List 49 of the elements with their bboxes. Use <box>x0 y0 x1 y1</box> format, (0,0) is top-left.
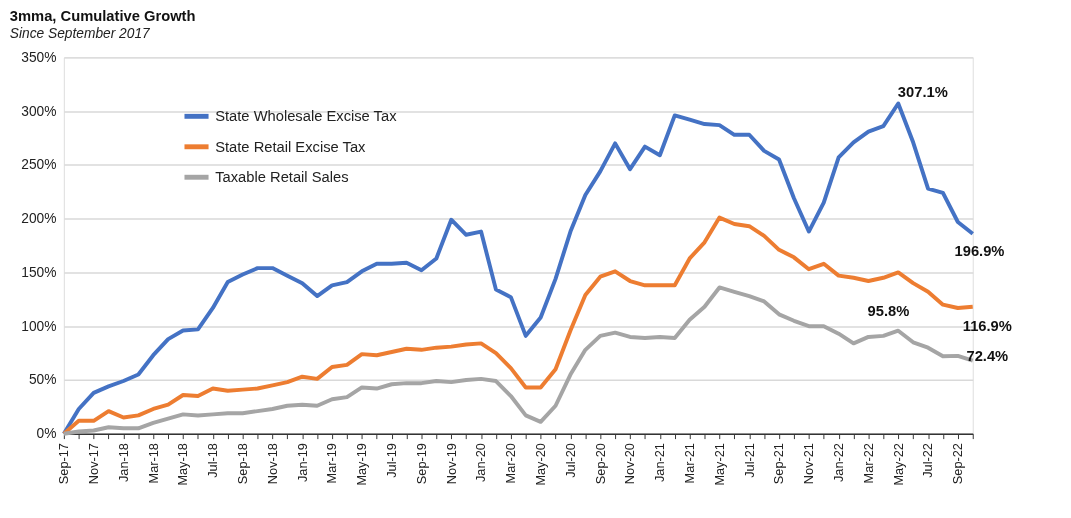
x-tick-label: Sep-18 <box>235 443 251 485</box>
y-tick-label: 100% <box>21 318 57 334</box>
x-tick-label: Sep-17 <box>56 443 72 485</box>
x-tick-label: Jul-22 <box>920 443 936 478</box>
x-tick-label: Mar-22 <box>860 443 876 484</box>
x-tick-label: Jul-19 <box>384 443 400 478</box>
legend-label: State Retail Excise Tax <box>215 138 367 155</box>
x-tick-label: May-18 <box>175 443 191 486</box>
x-tick-label: Nov-19 <box>443 443 459 485</box>
x-tick-label: Mar-18 <box>145 443 161 484</box>
chart-title: 3mma, Cumulative Growth <box>9 8 196 25</box>
x-tick-label: Jul-21 <box>741 443 757 478</box>
y-tick-label: 350% <box>21 49 57 65</box>
x-tick-label: May-19 <box>354 443 370 486</box>
y-tick-label: 250% <box>21 157 57 173</box>
x-tick-label: Nov-18 <box>264 443 280 485</box>
annotation: 196.9% <box>954 243 1005 260</box>
x-tick-label: Sep-20 <box>592 443 608 485</box>
x-tick-label: Sep-22 <box>950 443 966 485</box>
x-tick-label: May-21 <box>711 443 727 486</box>
x-tick-label: Jan-22 <box>831 443 847 483</box>
x-tick-label: Sep-19 <box>413 443 429 485</box>
chart-subtitle: Since September 2017 <box>9 25 152 41</box>
x-tick-label: Mar-19 <box>324 443 340 484</box>
x-tick-label: Mar-20 <box>503 443 519 484</box>
x-tick-label: Jul-18 <box>205 443 221 478</box>
x-tick-label: Jan-20 <box>473 443 489 483</box>
x-tick-label: Nov-21 <box>801 443 817 485</box>
x-tick-label: Jul-20 <box>562 443 578 478</box>
annotation: 307.1% <box>897 83 948 100</box>
x-tick-label: Nov-17 <box>86 443 102 485</box>
annotation: 95.8% <box>867 302 910 319</box>
y-tick-label: 200% <box>21 211 57 227</box>
annotation: 116.9% <box>962 317 1012 334</box>
annotation: 72.4% <box>966 347 1009 364</box>
y-tick-label: 300% <box>21 103 57 119</box>
legend-label: Taxable Retail Sales <box>215 169 349 186</box>
x-tick-label: May-22 <box>890 443 906 486</box>
y-tick-label: 50% <box>28 372 57 388</box>
x-tick-label: May-20 <box>533 443 549 486</box>
y-tick-label: 150% <box>21 264 57 280</box>
x-tick-label: Nov-20 <box>622 443 638 485</box>
legend-label: State Wholesale Excise Tax <box>215 108 398 125</box>
x-tick-label: Jan-21 <box>652 443 668 483</box>
x-tick-label: Sep-21 <box>771 443 787 485</box>
x-tick-label: Mar-21 <box>682 443 698 484</box>
x-tick-label: Jan-19 <box>294 443 310 483</box>
y-tick-label: 0% <box>36 426 57 442</box>
x-tick-label: Jan-18 <box>115 443 131 483</box>
